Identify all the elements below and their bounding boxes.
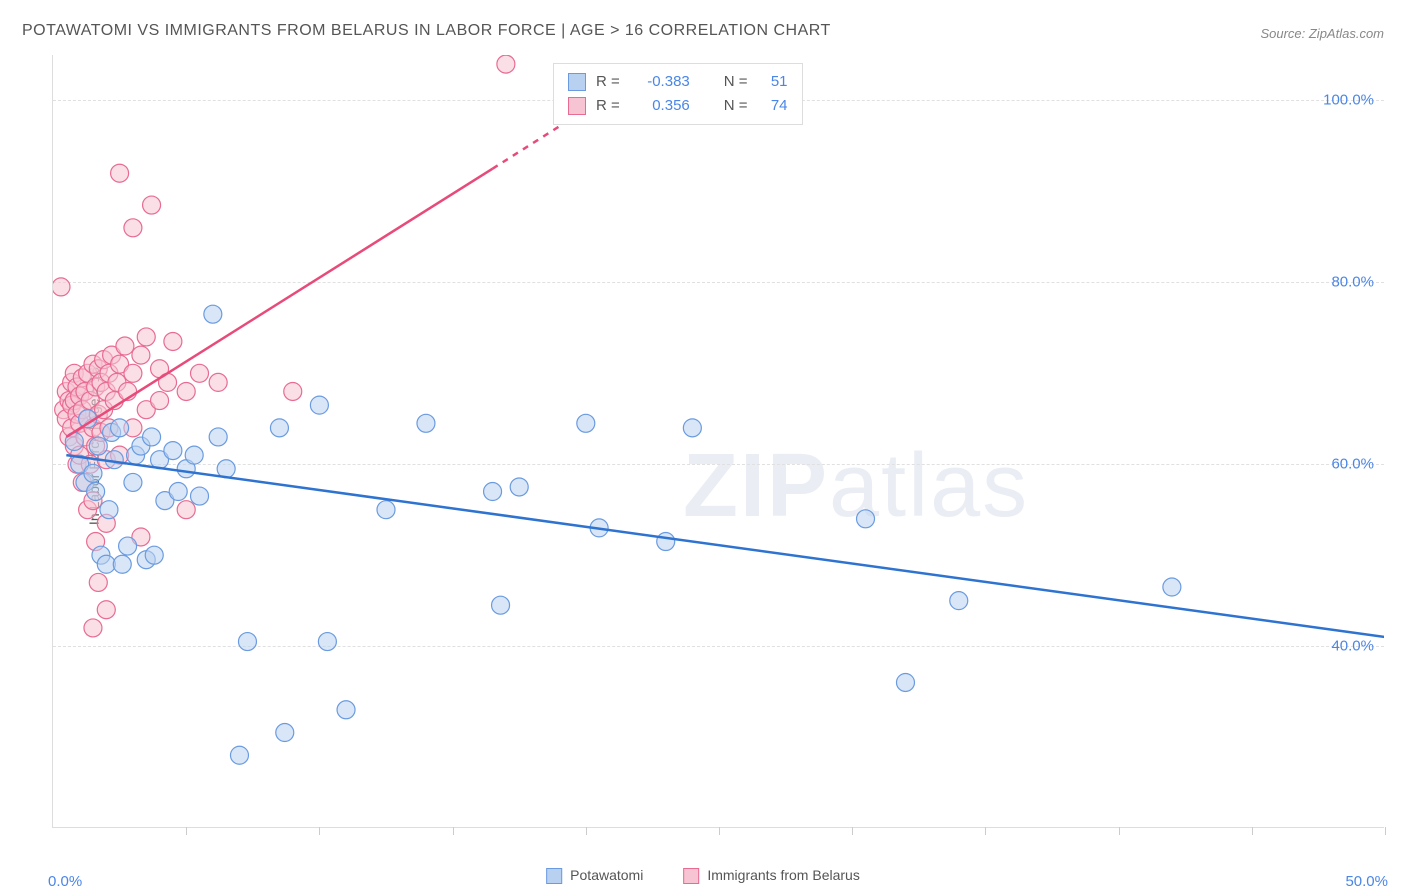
x-tick	[319, 827, 320, 835]
x-tick	[719, 827, 720, 835]
source-attribution: Source: ZipAtlas.com	[1260, 26, 1384, 41]
series-legend: Potawatomi Immigrants from Belarus	[546, 867, 860, 884]
x-tick	[1385, 827, 1386, 835]
chart-title: POTAWATOMI VS IMMIGRANTS FROM BELARUS IN…	[22, 22, 831, 40]
legend-n-label: N =	[724, 94, 748, 118]
legend-n-label: N =	[724, 70, 748, 94]
legend-row: R = 0.356 N = 74	[568, 94, 788, 118]
legend-label: Potawatomi	[570, 867, 643, 883]
chart-container: POTAWATOMI VS IMMIGRANTS FROM BELARUS IN…	[0, 0, 1406, 892]
x-tick	[186, 827, 187, 835]
legend-item: Potawatomi	[546, 867, 643, 884]
legend-label: Immigrants from Belarus	[707, 867, 859, 883]
legend-r-label: R =	[596, 70, 620, 94]
correlation-legend: R = -0.383 N = 51 R = 0.356 N = 74	[553, 63, 803, 125]
legend-r-value: 0.356	[630, 94, 690, 118]
legend-swatch	[568, 73, 586, 91]
x-tick	[453, 827, 454, 835]
x-tick	[852, 827, 853, 835]
legend-swatch	[546, 868, 562, 884]
legend-n-value: 51	[758, 70, 788, 94]
x-axis-max-label: 50.0%	[1345, 873, 1388, 890]
legend-r-label: R =	[596, 94, 620, 118]
legend-item: Immigrants from Belarus	[683, 867, 859, 884]
legend-swatch	[683, 868, 699, 884]
legend-r-value: -0.383	[630, 70, 690, 94]
x-tick	[985, 827, 986, 835]
x-tick	[586, 827, 587, 835]
x-tick	[1252, 827, 1253, 835]
legend-n-value: 74	[758, 94, 788, 118]
plot-svg	[53, 55, 1384, 827]
x-tick	[1119, 827, 1120, 835]
plot-area: ZIPatlas R =-0.383N =51R =0.356N =74 40.…	[52, 55, 1384, 828]
legend-row: R = -0.383 N = 51	[568, 70, 788, 94]
x-axis-min-label: 0.0%	[48, 873, 82, 890]
legend-swatch	[568, 97, 586, 115]
